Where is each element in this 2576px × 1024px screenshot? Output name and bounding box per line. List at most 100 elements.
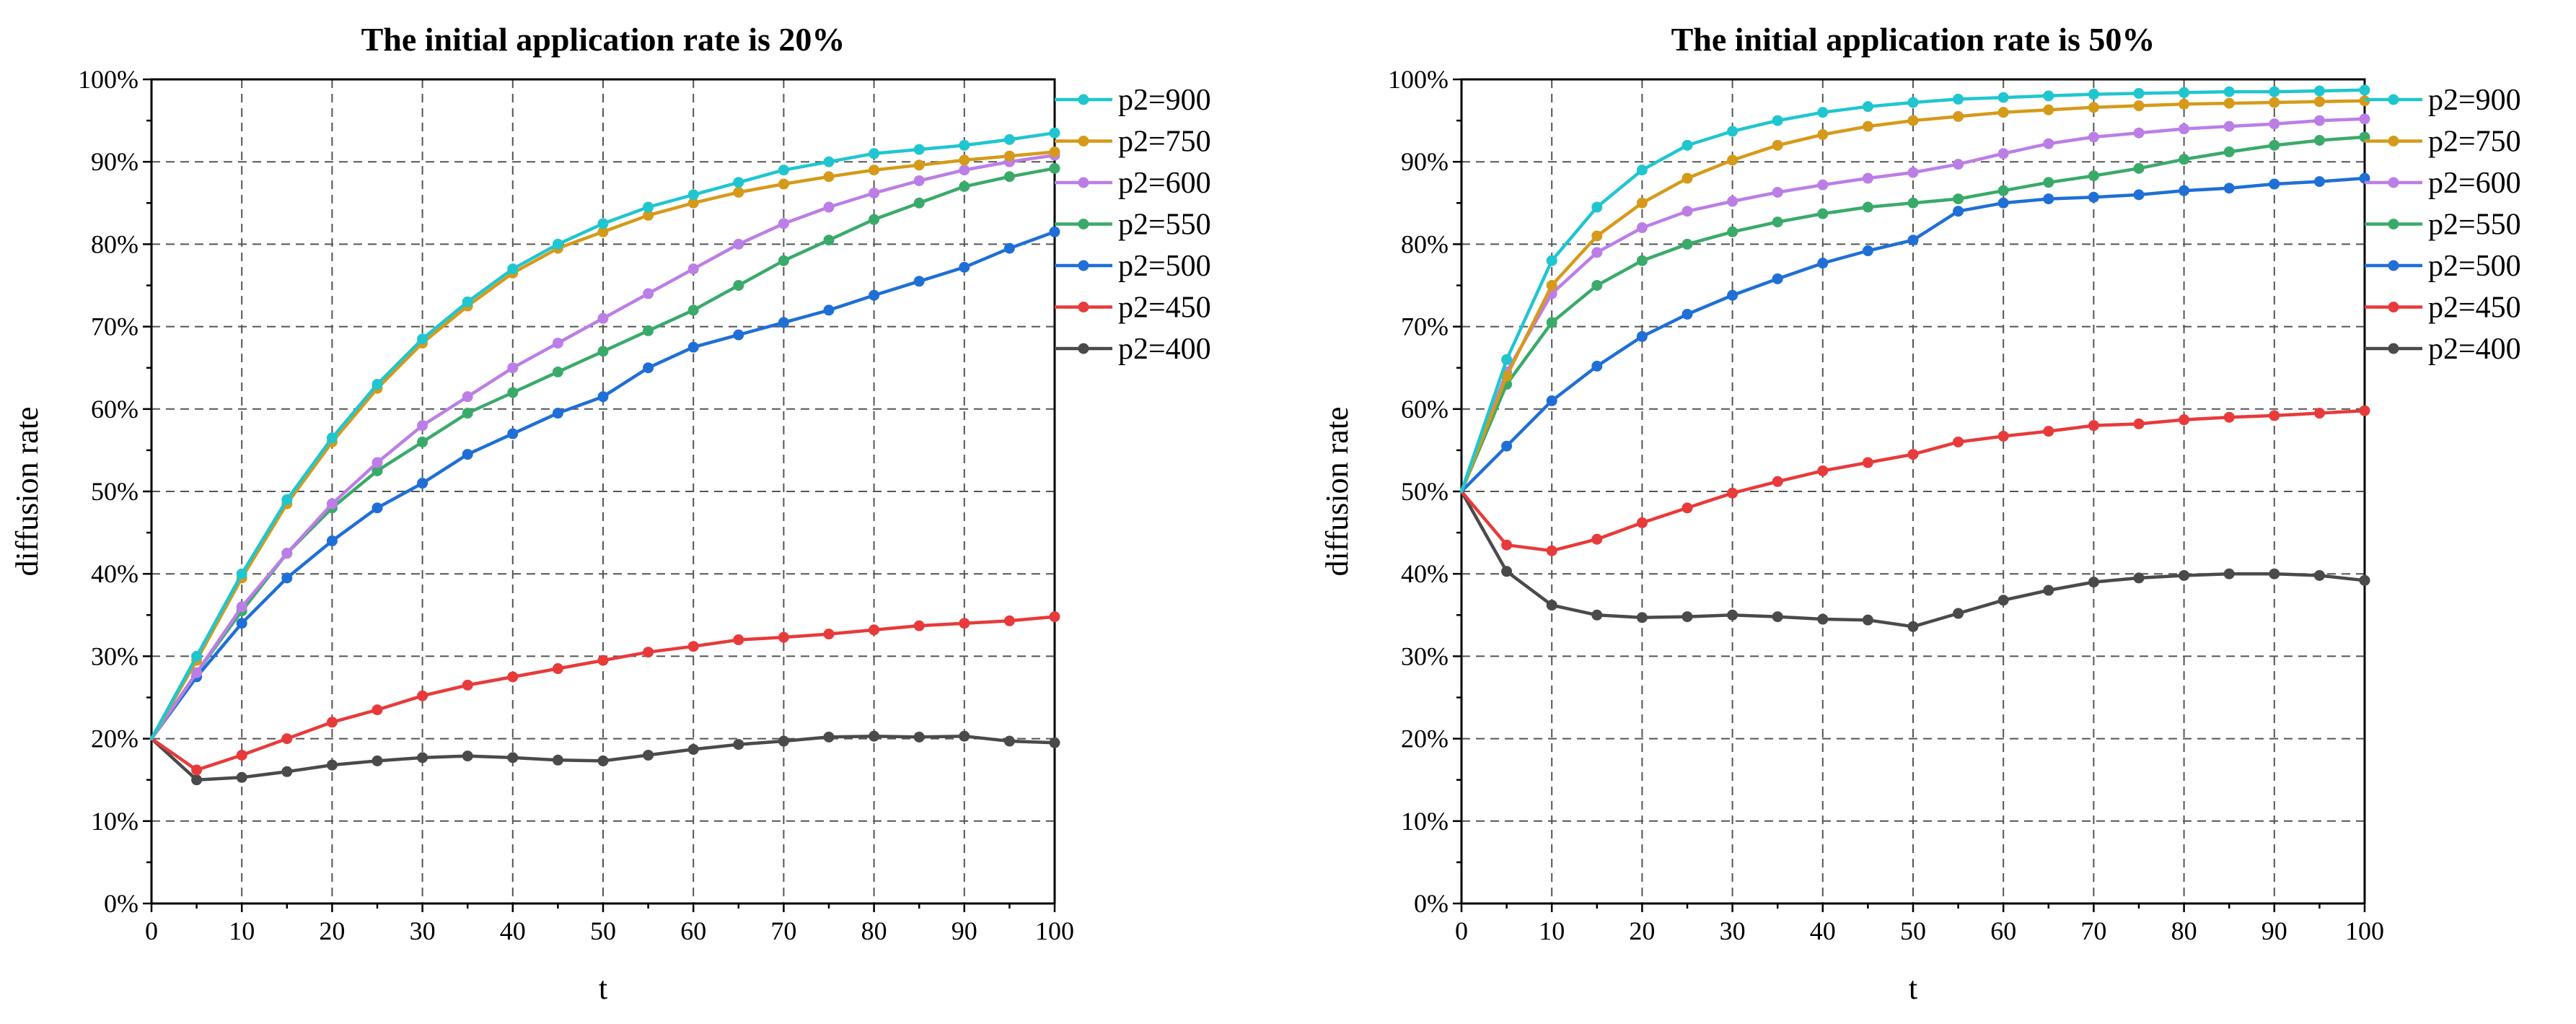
legend-swatch-marker [2388, 219, 2399, 229]
data-point [2133, 100, 2145, 112]
x-tick-label: 10 [229, 916, 255, 945]
y-tick-label: 40% [91, 559, 139, 588]
data-point [597, 218, 609, 229]
data-point [2359, 405, 2370, 416]
legend-item: p2=900 [2365, 84, 2521, 117]
data-point [1727, 154, 1738, 166]
legend-swatch-marker [2388, 136, 2399, 146]
data-point [1003, 735, 1015, 747]
data-point [281, 572, 293, 584]
data-point [1862, 172, 1873, 184]
data-point [1907, 197, 1919, 209]
data-point [1772, 216, 1783, 228]
legend-swatch-marker [2388, 177, 2399, 188]
data-point [913, 731, 925, 743]
data-point [2269, 178, 2280, 190]
data-point [959, 261, 970, 273]
data-point [1953, 608, 1964, 619]
data-point [2043, 104, 2054, 115]
data-point [733, 280, 744, 291]
data-point [1636, 612, 1648, 623]
x-axis-label: t [599, 971, 607, 1006]
data-point [236, 771, 247, 783]
data-point [1591, 533, 1603, 545]
x-tick-label: 70 [770, 916, 796, 945]
chart-title: The initial application rate is 50% [1671, 21, 2155, 58]
data-point [1591, 609, 1603, 621]
data-point [1591, 230, 1603, 242]
data-point [1907, 449, 1919, 460]
data-point [1501, 539, 1513, 551]
series-p2-750 [149, 146, 1060, 740]
data-point [236, 749, 247, 761]
data-point [552, 408, 563, 419]
x-tick-label: 40 [1810, 916, 1836, 945]
data-point [462, 391, 473, 403]
data-point [236, 601, 247, 613]
data-point [2043, 90, 2054, 102]
legend: p2=900 p2=750 p2=600 p2=550 p2=500 p2=450 p2=4… [1055, 84, 1211, 366]
data-point [1953, 110, 1964, 122]
data-point [1591, 280, 1603, 291]
y-tick-label: 60% [1401, 395, 1449, 424]
legend-swatch-marker [1078, 343, 1089, 354]
legend-label: p2=900 [2428, 84, 2521, 117]
x-tick-label: 90 [951, 916, 977, 945]
y-tick-label: 0% [1414, 889, 1449, 918]
data-point [2043, 426, 2054, 437]
data-point [1862, 201, 1873, 213]
legend-swatch-marker [2388, 260, 2399, 271]
y-tick-label: 80% [91, 229, 139, 258]
data-point [1907, 167, 1919, 178]
data-point [643, 201, 654, 213]
data-point [236, 568, 247, 579]
data-point [1862, 457, 1873, 468]
data-point [959, 165, 970, 176]
data-point [1049, 127, 1060, 139]
data-point [1682, 238, 1693, 250]
data-point [2043, 193, 2054, 205]
data-point [1049, 146, 1060, 157]
data-point [869, 148, 880, 159]
data-point [191, 764, 203, 776]
data-point [2133, 418, 2145, 429]
data-point [2179, 154, 2190, 165]
data-point [552, 337, 563, 349]
data-point [1003, 171, 1015, 183]
data-point [1636, 165, 1648, 176]
data-point [1546, 545, 1557, 556]
data-point [597, 755, 609, 766]
data-point [643, 749, 654, 761]
data-point [733, 177, 744, 188]
data-point [1501, 566, 1513, 577]
data-point [913, 159, 925, 171]
data-point [2088, 131, 2099, 143]
legend-swatch-marker [2388, 94, 2399, 105]
legend-item: p2=400 [2365, 333, 2521, 366]
legend-swatch-marker [1078, 136, 1089, 146]
data-point [733, 739, 744, 751]
data-point [597, 655, 609, 666]
y-tick-label: 80% [1401, 229, 1449, 258]
data-point [823, 305, 835, 316]
data-point [462, 296, 473, 307]
data-point [1953, 436, 1964, 447]
data-point [1907, 115, 1919, 126]
legend-label: p2=550 [2428, 209, 2521, 242]
data-point [959, 618, 970, 629]
data-point [1727, 487, 1738, 499]
data-point [1049, 162, 1060, 174]
y-tick-label: 0% [104, 889, 139, 918]
data-point [326, 759, 338, 771]
legend-item: p2=600 [1055, 167, 1211, 200]
data-point [1546, 600, 1557, 611]
data-point [869, 289, 880, 301]
legend-swatch-marker [1078, 302, 1089, 312]
data-point [1997, 197, 2009, 209]
data-point [1636, 517, 1648, 528]
data-point [1997, 430, 2009, 442]
data-point [1501, 440, 1513, 452]
data-point [959, 730, 970, 742]
data-point [1727, 609, 1738, 621]
chart-panel-1: The initial application rate is 20% 0 10 20… [9, 21, 1211, 1006]
